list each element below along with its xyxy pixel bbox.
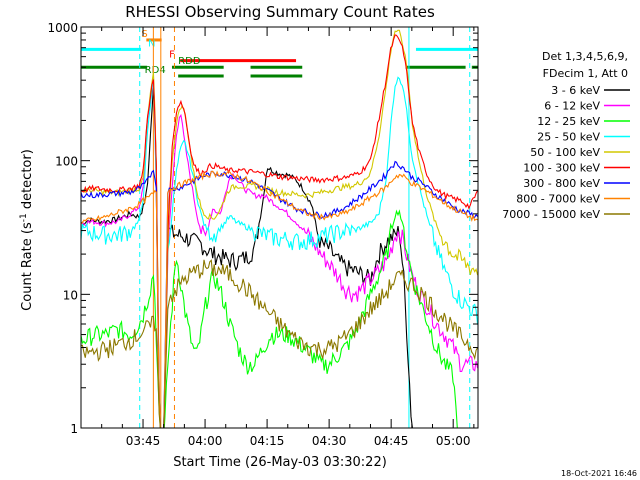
bar-label-s: S xyxy=(141,29,147,40)
series-line-12-25-kev xyxy=(81,209,458,428)
series-line-100-300-kev xyxy=(81,34,478,428)
x-tick-label-04-00: 04:00 xyxy=(188,434,223,448)
x-axis-label: Start Time (26-May-03 03:30:22) xyxy=(173,455,387,470)
y-axis-label-main: Count Rate (s xyxy=(20,222,35,311)
legend-label-3-6-kev: 3 - 6 keV xyxy=(551,84,600,97)
bar-label-f: F xyxy=(169,50,175,61)
series-line-7000-15000-kev xyxy=(81,259,478,428)
bar-label-n: N xyxy=(148,38,155,49)
x-tick-label-04-15: 04:15 xyxy=(250,434,285,448)
y-axis-label-tail: detector xyxy=(20,154,35,214)
y-tick-label-1: 1 xyxy=(70,422,78,436)
bar-label-rd4: RD4 xyxy=(145,65,166,76)
series-line-3-6-kev xyxy=(81,87,414,428)
legend: Det 1,3,4,5,6,9, FDecim 1, Att 0 3 - 6 keV… xyxy=(502,50,630,221)
legend-header-decimation: FDecim 1, Att 0 xyxy=(543,67,628,80)
series-line-300-800-kev xyxy=(81,160,478,428)
x-tick-label-05-00: 05:00 xyxy=(436,434,471,448)
legend-label-12-25-kev: 12 - 25 keV xyxy=(537,115,600,128)
series-line-800-7000-kev xyxy=(81,170,478,428)
y-tick-label-1000: 1000 xyxy=(47,21,78,35)
y-axis-label: Count Rate (s-1 detector) xyxy=(19,149,35,311)
legend-label-100-300-kev: 100 - 300 keV xyxy=(523,162,600,175)
legend-label-7000-15000-kev: 7000 - 15000 keV xyxy=(502,208,600,221)
y-tick-label-100: 100 xyxy=(55,155,78,169)
legend-label-25-50-kev: 25 - 50 keV xyxy=(537,131,600,144)
generation-timestamp: 18-Oct-2021 16:46 xyxy=(561,469,637,478)
y-axis-label-end: ) xyxy=(20,149,35,154)
x-tick-label-03-45: 03:45 xyxy=(126,434,161,448)
legend-header-detectors: Det 1,3,4,5,6,9, xyxy=(542,50,628,63)
axes: 03:45 04:00 04:15 04:30 04:45 05:00 1 10 100 1000 xyxy=(47,21,478,448)
x-tick-label-04-30: 04:30 xyxy=(312,434,347,448)
legend-label-50-100-kev: 50 - 100 keV xyxy=(530,146,600,159)
legend-label-300-800-kev: 300 - 800 keV xyxy=(523,177,600,190)
bar-label-rdd: RDD xyxy=(178,56,201,67)
legend-label-800-7000-kev: 800 - 7000 keV xyxy=(516,193,600,206)
series-line-25-50-kev xyxy=(81,76,478,428)
x-tick-label-04-45: 04:45 xyxy=(374,434,409,448)
chart-title: RHESSI Observing Summary Count Rates xyxy=(125,3,435,21)
marker-lines xyxy=(139,27,471,428)
series-layer xyxy=(81,29,478,428)
y-tick-label-10: 10 xyxy=(63,288,78,302)
legend-label-6-12-kev: 6 - 12 keV xyxy=(544,100,600,113)
plot-frame xyxy=(80,26,479,429)
y-axis-label-superscript: -1 xyxy=(19,213,29,222)
